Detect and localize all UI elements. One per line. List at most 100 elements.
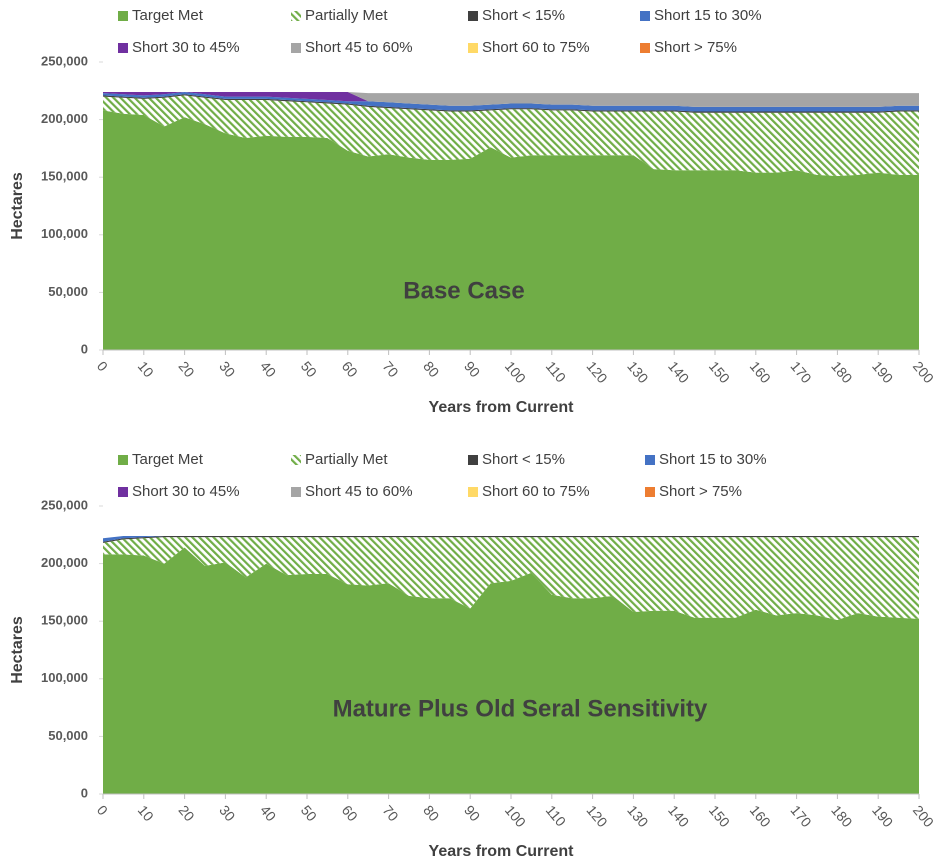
legend-label: Partially Met [305, 7, 388, 24]
y-axis-title: Hectares [9, 616, 26, 684]
legend-label: Short < 15% [482, 7, 565, 24]
x-tick-label: 90 [461, 802, 483, 824]
area [103, 94, 919, 113]
x-tick-label: 70 [379, 358, 401, 380]
x-tick-label: 40 [257, 802, 279, 824]
legend-swatch [645, 455, 655, 465]
annotation: Base Case [403, 277, 524, 304]
legend-swatch [468, 487, 478, 497]
y-tick-label: 200,000 [41, 111, 88, 126]
legend-swatch [640, 11, 650, 21]
x-tick-label: 20 [175, 802, 197, 824]
x-tick-label: 60 [339, 358, 361, 380]
x-tick-label: 180 [828, 358, 855, 386]
x-tick-label: 170 [787, 802, 814, 830]
x-tick-label: 30 [216, 358, 238, 380]
y-tick-label: 100,000 [41, 670, 88, 685]
x-tick-label: 130 [624, 802, 651, 830]
x-tick-label: 150 [706, 802, 733, 830]
x-tick-label: 200 [910, 802, 937, 830]
x-tick-label: 100 [502, 358, 529, 386]
x-tick-label: 190 [869, 802, 896, 830]
chart: Target Met Partially Met Short < 15% Short … [9, 7, 937, 416]
annotation: Mature Plus Old Seral Sensitivity [333, 695, 708, 722]
x-tick-label: 110 [543, 358, 570, 386]
area [103, 95, 919, 176]
x-tick-label: 120 [583, 358, 610, 386]
legend-label: Short > 75% [654, 39, 737, 56]
x-tick-label: 20 [175, 358, 197, 380]
legend-swatch [291, 487, 301, 497]
legend-label: Partially Met [305, 451, 388, 468]
y-tick-label: 50,000 [48, 284, 88, 299]
legend-swatch [640, 43, 650, 53]
legend-label: Short 45 to 60% [305, 39, 413, 56]
legend-swatch [118, 487, 128, 497]
x-tick-label: 150 [706, 358, 733, 386]
x-tick-label: 10 [135, 358, 157, 380]
legend-swatch [468, 43, 478, 53]
chart: Target Met Partially Met Short < 15% Short … [9, 451, 937, 860]
legend-label: Short 30 to 45% [132, 483, 240, 500]
x-tick-label: 140 [665, 802, 692, 830]
area [103, 536, 919, 543]
x-tick-label: 30 [216, 802, 238, 824]
area [103, 92, 919, 112]
x-axis-title: Years from Current [429, 843, 575, 860]
x-tick-label: 160 [747, 802, 774, 830]
x-tick-label: 10 [135, 802, 157, 824]
legend-label: Short 15 to 30% [654, 7, 762, 24]
legend-swatch [468, 455, 478, 465]
legend-swatch [118, 455, 128, 465]
legend-label: Short 15 to 30% [659, 451, 767, 468]
legend-label: Short > 75% [659, 483, 742, 500]
legend-swatch [645, 487, 655, 497]
y-tick-label: 0 [81, 785, 88, 800]
legend-label: Short 45 to 60% [305, 483, 413, 500]
y-tick-label: 50,000 [48, 728, 88, 743]
legend-swatch [118, 11, 128, 21]
x-tick-label: 0 [94, 802, 111, 818]
area [103, 547, 919, 794]
x-tick-label: 80 [420, 358, 442, 380]
x-tick-label: 170 [787, 358, 814, 386]
legend-label: Short 60 to 75% [482, 39, 590, 56]
x-tick-label: 190 [869, 358, 896, 386]
legend-label: Short 30 to 45% [132, 39, 240, 56]
y-tick-label: 200,000 [41, 555, 88, 570]
x-tick-label: 50 [298, 358, 320, 380]
x-tick-label: 0 [94, 358, 111, 374]
x-tick-label: 100 [502, 802, 529, 830]
legend-label: Target Met [132, 451, 204, 468]
area [103, 92, 919, 107]
legend-swatch [468, 11, 478, 21]
y-tick-label: 0 [81, 341, 88, 356]
x-tick-label: 60 [339, 802, 361, 824]
y-axis-title: Hectares [9, 172, 26, 240]
x-tick-label: 120 [583, 802, 610, 830]
legend-swatch [291, 455, 301, 465]
legend-swatch [291, 43, 301, 53]
x-tick-label: 180 [828, 802, 855, 830]
y-tick-label: 150,000 [41, 169, 88, 184]
legend-swatch [118, 43, 128, 53]
x-tick-label: 140 [665, 358, 692, 386]
x-tick-label: 110 [543, 802, 570, 830]
x-axis-title: Years from Current [429, 399, 575, 416]
x-tick-label: 70 [379, 802, 401, 824]
area [103, 92, 919, 107]
x-tick-label: 80 [420, 802, 442, 824]
x-tick-label: 50 [298, 802, 320, 824]
y-tick-label: 150,000 [41, 613, 88, 628]
area [103, 537, 919, 620]
y-tick-label: 250,000 [41, 53, 88, 68]
legend-swatch [291, 11, 301, 21]
legend-label: Short 60 to 75% [482, 483, 590, 500]
x-tick-label: 200 [910, 358, 937, 386]
x-tick-label: 40 [257, 358, 279, 380]
x-tick-label: 90 [461, 358, 483, 380]
y-tick-label: 250,000 [41, 497, 88, 512]
legend-label: Short < 15% [482, 451, 565, 468]
x-tick-label: 130 [624, 358, 651, 386]
